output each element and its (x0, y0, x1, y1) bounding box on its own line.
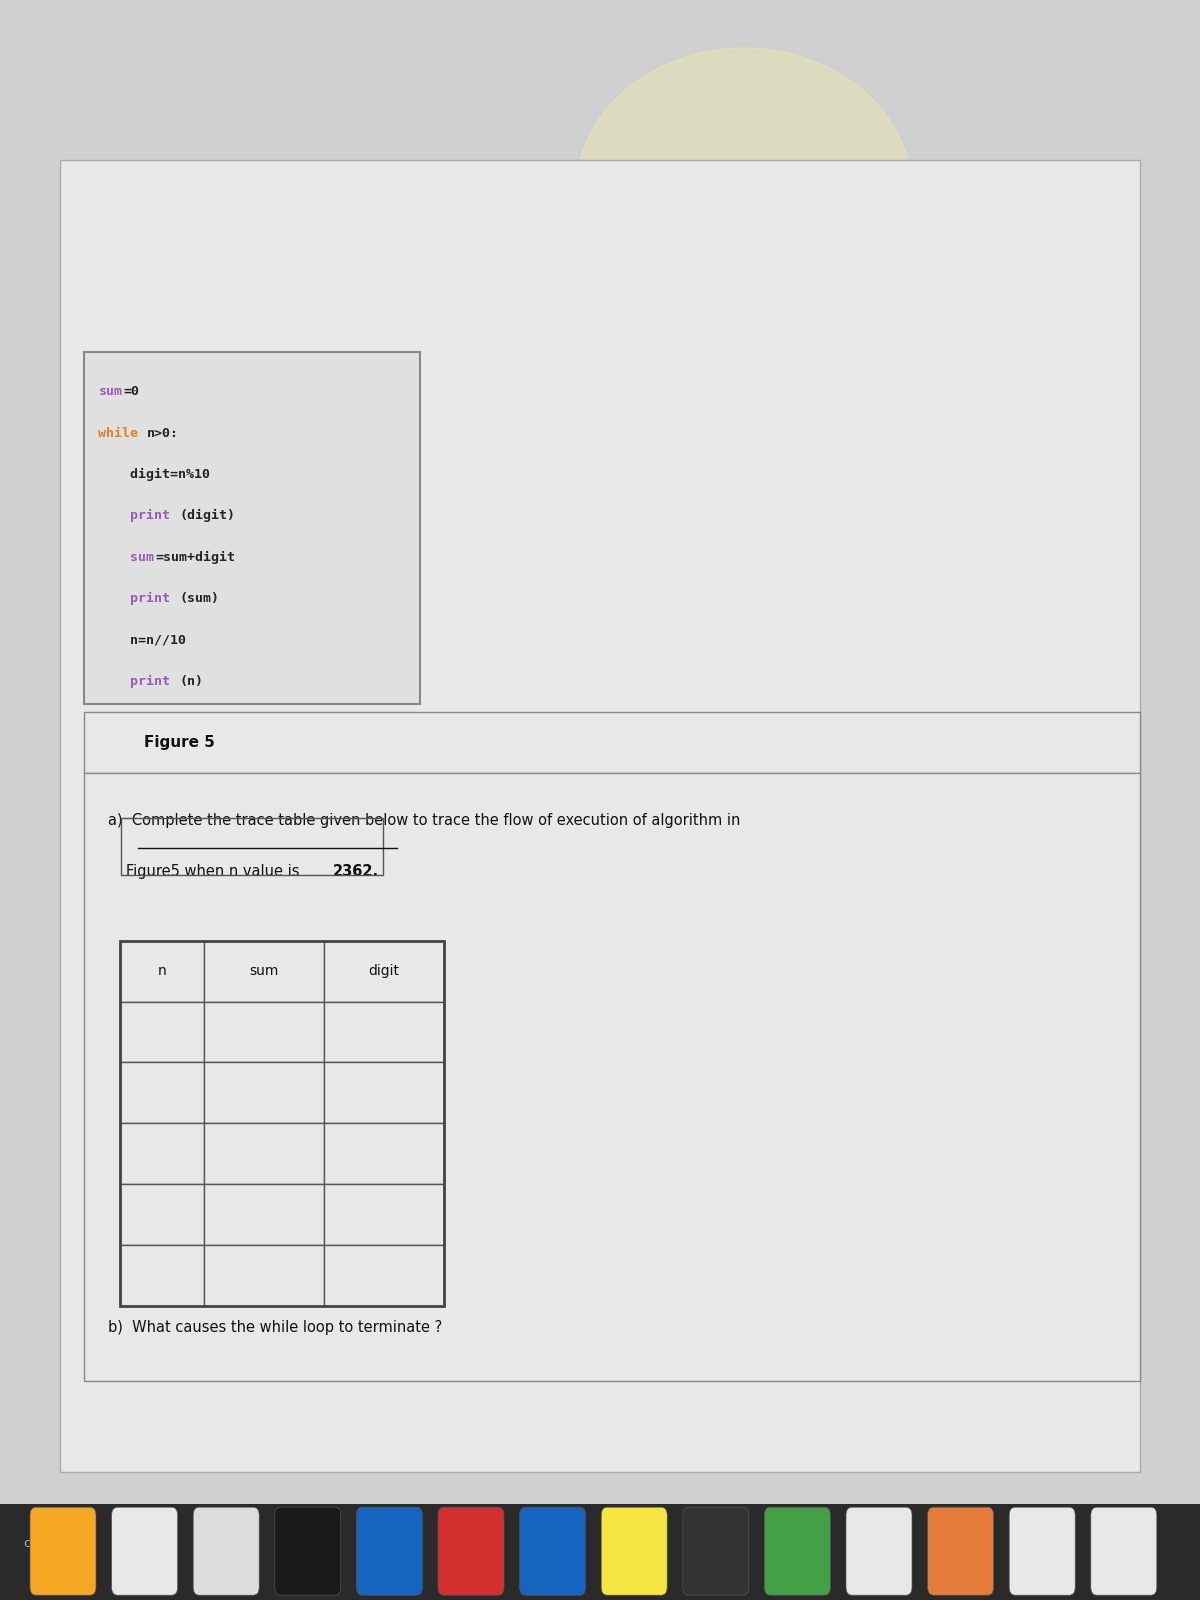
FancyBboxPatch shape (120, 1184, 204, 1245)
FancyBboxPatch shape (846, 1507, 912, 1595)
FancyBboxPatch shape (204, 1002, 324, 1062)
Text: (digit): (digit) (180, 509, 236, 523)
Text: sum: sum (98, 550, 155, 563)
FancyBboxPatch shape (84, 352, 420, 704)
Text: Figure5 when n value is: Figure5 when n value is (126, 864, 304, 878)
Text: print: print (98, 675, 179, 688)
FancyBboxPatch shape (120, 1062, 204, 1123)
FancyBboxPatch shape (204, 1123, 324, 1184)
Text: sum: sum (98, 386, 122, 398)
FancyBboxPatch shape (193, 1507, 259, 1595)
FancyBboxPatch shape (438, 1507, 504, 1595)
Text: ckup on: ckup on (24, 1538, 73, 1550)
Text: print: print (98, 509, 179, 523)
Text: n: n (157, 965, 167, 978)
FancyBboxPatch shape (324, 1245, 444, 1306)
Text: n>0:: n>0: (148, 427, 179, 440)
FancyBboxPatch shape (324, 1002, 444, 1062)
Text: (n): (n) (180, 675, 204, 688)
FancyBboxPatch shape (0, 1504, 1200, 1600)
FancyBboxPatch shape (324, 1062, 444, 1123)
FancyBboxPatch shape (683, 1507, 749, 1595)
FancyBboxPatch shape (120, 941, 204, 1002)
FancyBboxPatch shape (1009, 1507, 1075, 1595)
FancyBboxPatch shape (84, 773, 1140, 1381)
Text: 2362.: 2362. (334, 864, 379, 878)
FancyBboxPatch shape (204, 1245, 324, 1306)
Ellipse shape (576, 48, 912, 336)
FancyBboxPatch shape (112, 1507, 178, 1595)
FancyBboxPatch shape (1091, 1507, 1157, 1595)
FancyBboxPatch shape (764, 1507, 830, 1595)
Text: print: print (98, 592, 179, 605)
FancyBboxPatch shape (204, 1184, 324, 1245)
FancyBboxPatch shape (120, 1002, 204, 1062)
FancyBboxPatch shape (601, 1507, 667, 1595)
Text: =0: =0 (122, 386, 139, 398)
FancyBboxPatch shape (60, 160, 1140, 1472)
FancyBboxPatch shape (120, 1123, 204, 1184)
FancyBboxPatch shape (30, 1507, 96, 1595)
FancyBboxPatch shape (84, 712, 1140, 773)
Text: digit: digit (368, 965, 400, 978)
Text: Figure 5: Figure 5 (144, 734, 215, 750)
FancyBboxPatch shape (324, 1123, 444, 1184)
FancyBboxPatch shape (204, 1062, 324, 1123)
FancyBboxPatch shape (324, 1184, 444, 1245)
FancyBboxPatch shape (120, 1245, 204, 1306)
Text: while: while (98, 427, 146, 440)
FancyBboxPatch shape (928, 1507, 994, 1595)
Text: b)  What causes the while loop to terminate ?: b) What causes the while loop to termina… (108, 1320, 443, 1334)
FancyBboxPatch shape (520, 1507, 586, 1595)
Text: a)  Complete the trace table given below to trace the flow of execution of algor: a) Complete the trace table given below … (108, 813, 740, 827)
FancyBboxPatch shape (356, 1507, 422, 1595)
Text: digit=n%10: digit=n%10 (98, 467, 210, 482)
Text: (sum): (sum) (180, 592, 220, 605)
FancyBboxPatch shape (275, 1507, 341, 1595)
FancyBboxPatch shape (204, 941, 324, 1002)
Text: n=n//10: n=n//10 (98, 634, 186, 646)
FancyBboxPatch shape (324, 941, 444, 1002)
Text: =sum+digit: =sum+digit (156, 550, 235, 563)
Text: sum: sum (250, 965, 278, 978)
